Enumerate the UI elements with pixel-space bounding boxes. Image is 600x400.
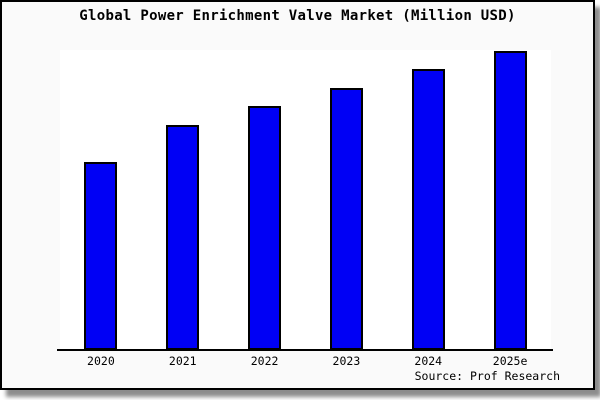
- chart-frame: Global Power Enrichment Valve Market (Mi…: [0, 0, 595, 390]
- x-tick-label-2025e: 2025e: [492, 354, 528, 368]
- bar-2022: [248, 106, 282, 350]
- x-axis-line: [57, 349, 553, 351]
- bar-2020: [84, 162, 118, 350]
- x-tick-label-2023: 2023: [332, 354, 361, 368]
- x-tick-label-2022: 2022: [250, 354, 279, 368]
- source-credit: Source: Prof Research: [414, 369, 560, 383]
- plot-area: [60, 50, 551, 350]
- bar-2024: [411, 69, 445, 350]
- x-tick-label-2020: 2020: [87, 354, 115, 368]
- bar-2021: [166, 125, 200, 350]
- chart-title: Global Power Enrichment Valve Market (Mi…: [79, 8, 516, 24]
- bar-2025e: [493, 51, 527, 350]
- bar-2023: [329, 88, 363, 350]
- x-tick-label-2021: 2021: [168, 354, 197, 368]
- x-tick-label-2024: 2024: [414, 354, 443, 368]
